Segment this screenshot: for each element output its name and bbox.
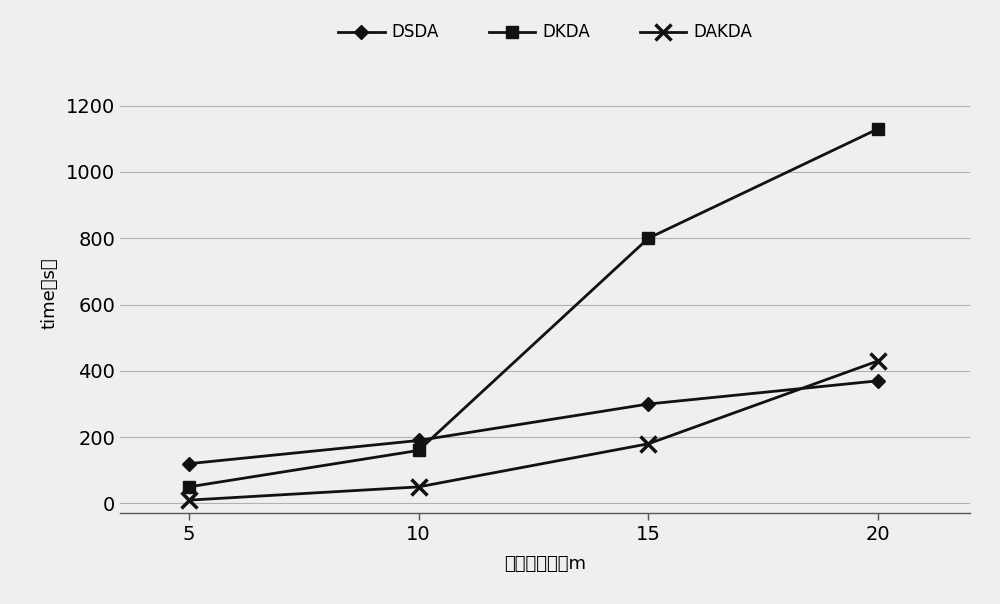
DAKDA	[642, 440, 654, 448]
DSDA	[642, 400, 654, 408]
Legend: DSDA, DKDA, DAKDA: DSDA, DKDA, DAKDA	[338, 24, 752, 42]
Line: DSDA: DSDA	[184, 376, 883, 469]
DSDA	[183, 460, 195, 467]
DKDA	[872, 125, 884, 132]
DKDA	[642, 234, 654, 242]
Line: DKDA: DKDA	[183, 123, 884, 492]
DAKDA	[872, 358, 884, 365]
DSDA	[413, 437, 425, 444]
X-axis label: 输入集合大小m: 输入集合大小m	[504, 555, 586, 573]
DAKDA	[183, 496, 195, 504]
Y-axis label: time（s）: time（s）	[41, 257, 59, 329]
Line: DAKDA: DAKDA	[181, 353, 886, 508]
DKDA	[413, 447, 425, 454]
DSDA	[872, 377, 884, 384]
DAKDA	[413, 483, 425, 490]
DKDA	[183, 483, 195, 490]
